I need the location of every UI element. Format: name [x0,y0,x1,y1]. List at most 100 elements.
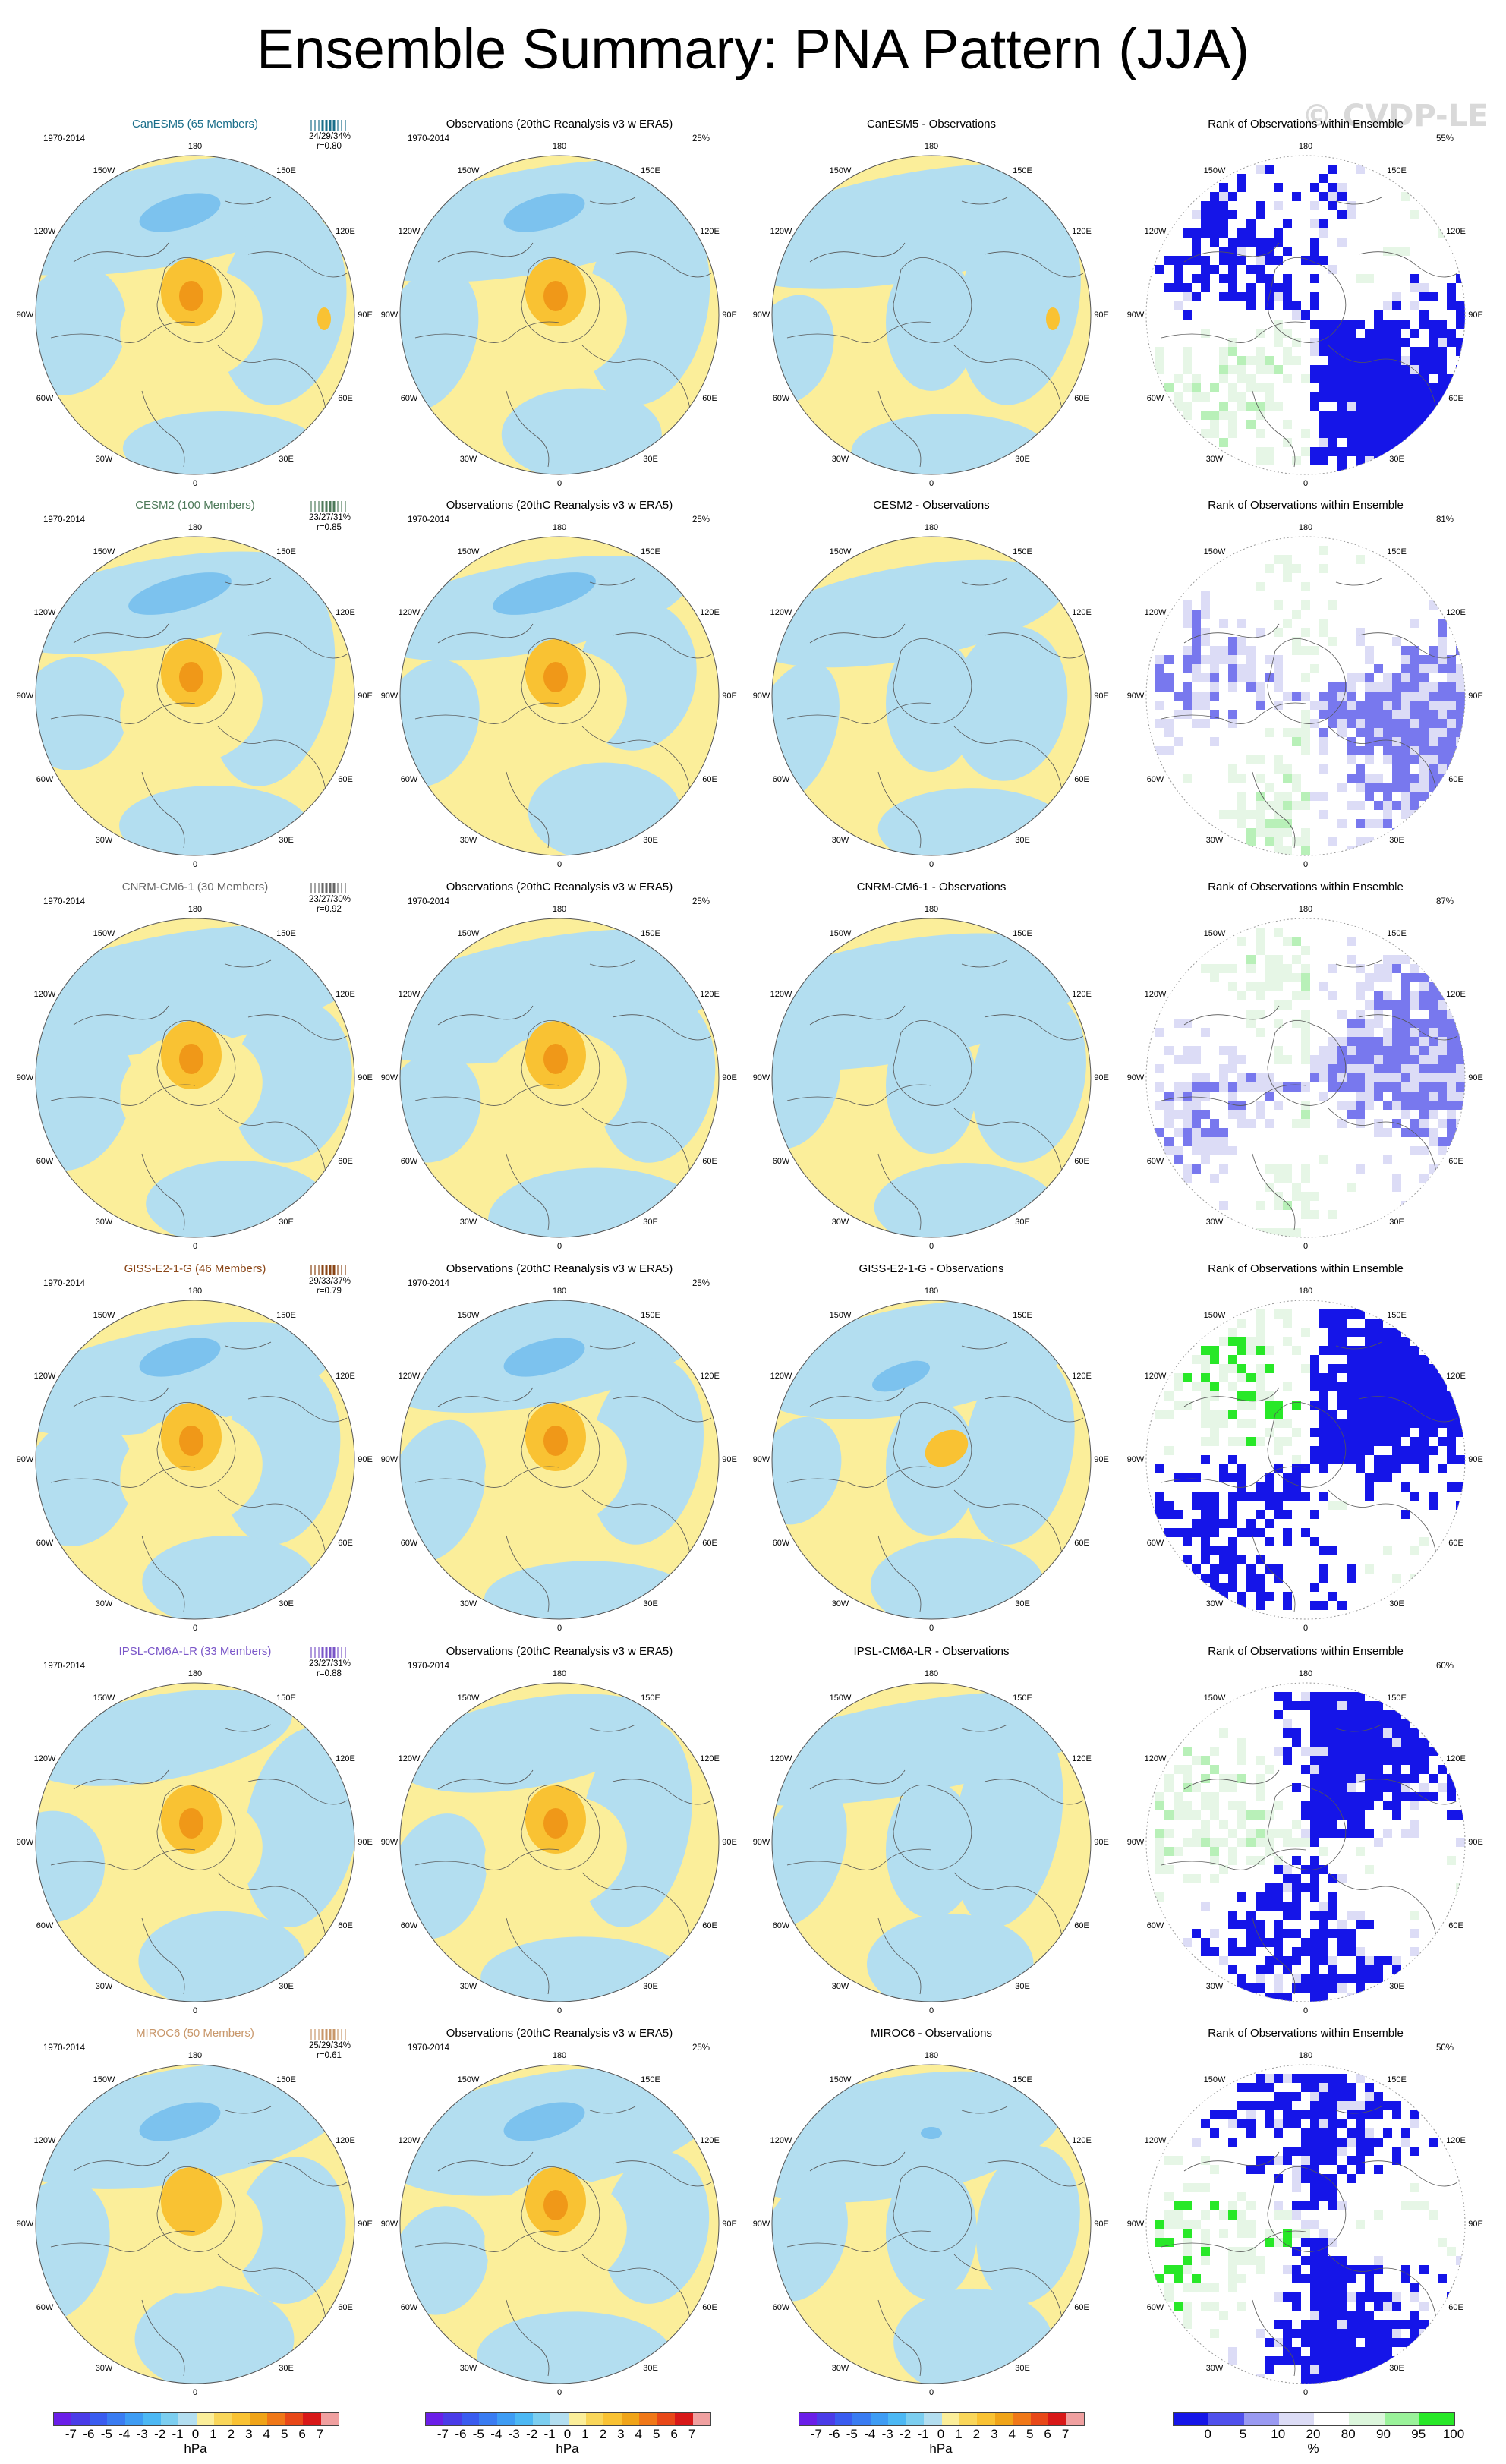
positive-anomaly-peak [543,1044,568,1074]
stats-line-1: 23/27/31% [309,513,351,522]
period-label: 1970-2014 [43,1279,85,1288]
map-border [35,536,355,856]
polar-map [1145,2064,1466,2384]
lon-label-bottom: 0 [928,1242,934,1251]
lon-label-br: 30E [1015,1218,1030,1227]
coastline [1335,578,1382,586]
negative-anomaly-region [36,1025,133,1171]
map-border [399,1300,720,1620]
lon-label-lr: 60E [1448,1921,1463,1930]
coastline [1358,1779,1458,1805]
legend-swatch [1419,2413,1454,2425]
lon-label-lr: 60E [1074,1157,1089,1166]
legend-unit: hPa [929,2441,953,2456]
legend-tick-label: -4 [864,2427,876,2441]
lon-label-mr: 90E [1468,1838,1483,1847]
lon-label-mr: 90E [722,1455,737,1464]
polar-map [771,155,1092,475]
aleutian-low-core [128,572,232,615]
lon-label-ll: 60W [1146,1157,1164,1166]
lon-label-top: 180 [552,1287,567,1296]
aleutian-low-core [493,572,596,615]
coastline [877,2299,922,2377]
lon-label-bl: 30W [831,2364,849,2373]
lon-label-tl: 150W [1203,2075,1226,2084]
legend-swatch [1048,2413,1066,2425]
lon-label-br: 30E [643,1599,658,1609]
polar-map [1145,1300,1466,1620]
lon-label-mr: 90E [1094,692,1109,701]
coastline [141,1535,185,1612]
negative-anomaly-core [921,2127,942,2139]
lon-label-ll: 60W [400,1157,418,1166]
lon-label-top: 180 [552,142,567,151]
legend-tick-label: -1 [172,2427,184,2441]
lon-label-ll: 60W [1146,1539,1164,1548]
lon-label-mr: 90E [722,310,737,320]
lon-label-ll: 60W [772,2303,790,2312]
lon-label-lr: 60E [1448,1539,1463,1548]
lon-label-top: 180 [187,2051,203,2060]
lon-label-lr: 60E [702,1157,717,1166]
lon-label-tl: 150W [1203,1311,1226,1320]
lon-label-bottom: 0 [556,1624,562,1633]
coastline [1267,638,1347,724]
coastline [50,1848,196,1870]
negative-anomaly-region [222,1363,341,1545]
negative-anomaly-region [597,994,716,1163]
lon-label-top: 180 [552,2051,567,2060]
legend-swatch [852,2413,871,2425]
coastline [893,2166,972,2252]
coastline [1358,1014,1458,1041]
panel-title: Rank of Observations within Ensemble [1208,118,1404,131]
panel-title: Observations (20thC Reanalysis v3 w ERA5… [446,499,673,512]
lon-label-tl: 150W [829,166,852,175]
coastline [1161,1848,1306,1870]
polar-map [771,1300,1092,1620]
lon-label-tr: 150E [1013,929,1032,938]
coastline [437,1005,534,1026]
lon-label-lr: 60E [1074,394,1089,403]
negative-anomaly-core [872,1360,930,1392]
coastline [786,702,932,724]
coastline [50,1466,196,1488]
lon-label-br: 30E [1389,1599,1404,1609]
legend-tick-label: -3 [136,2427,148,2441]
lon-label-tr: 150E [276,1694,296,1703]
legend-tick-label: 5 [280,2427,288,2441]
coastline [1335,959,1382,968]
lon-label-bl: 30W [1205,836,1224,845]
legend-swatch [1174,2413,1209,2425]
lon-label-ur: 120E [1446,608,1466,617]
lon-label-tl: 150W [93,2075,115,2084]
legend-tick-label: 10 [1271,2427,1286,2441]
legend-swatch [1349,2413,1385,2425]
rank-percent: 87% [1436,897,1454,906]
legend-tick-label: 4 [635,2427,642,2441]
coastline [961,2106,1008,2114]
coastline [809,242,906,263]
coastline [589,578,636,586]
lon-label-lr: 60E [702,394,717,403]
polar-map [1145,918,1466,1238]
lon-label-top: 180 [552,523,567,532]
legend-tick-label: 5 [652,2427,660,2441]
legend-tick-label: -5 [100,2427,112,2441]
lon-label-top: 180 [1298,1287,1313,1296]
panel-title: Rank of Observations within Ensemble [1208,2027,1404,2040]
coastline [1267,1019,1347,1106]
lon-label-ml: 90W [16,1838,34,1847]
map-border [35,1682,355,2002]
negative-anomaly-region [958,197,1081,405]
coastline [1161,1466,1306,1488]
lon-label-ur: 120E [1072,1754,1092,1763]
rank-percent: 60% [1436,1662,1454,1671]
legend-swatch [303,2413,321,2425]
lon-label-tl: 150W [457,1694,480,1703]
lon-label-ur: 120E [1446,990,1466,999]
coastline [877,771,922,849]
lon-label-ul: 120W [398,608,421,617]
legend-tick-label: 1 [581,2427,589,2441]
coastline [437,1387,534,1407]
negative-anomaly-region [772,295,834,405]
